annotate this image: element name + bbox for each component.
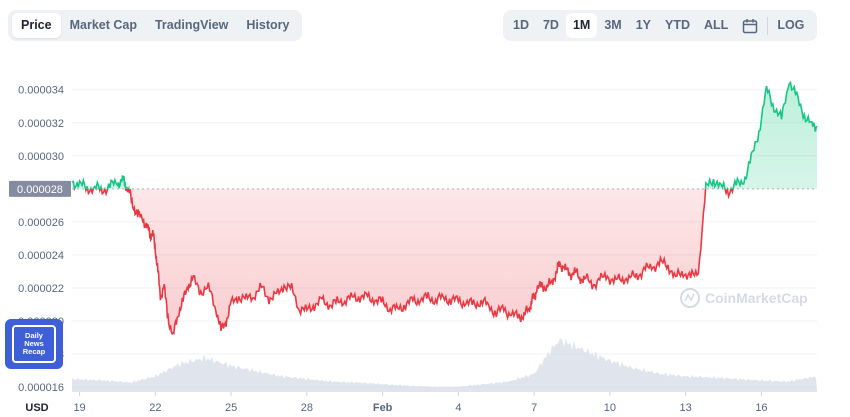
- range-1m[interactable]: 1M: [565, 13, 598, 38]
- y-tick-label: 0.000026: [18, 217, 64, 229]
- svg-text:0.000028: 0.000028: [17, 184, 63, 196]
- area-below: [72, 188, 817, 334]
- divider: [767, 16, 769, 35]
- badge-line-2: News: [24, 339, 44, 348]
- x-axis: 19 22 25 28 Feb 4 7 10 13 16: [73, 392, 768, 414]
- coinmarketcap-watermark: CoinMarketCap: [680, 288, 808, 308]
- x-tick-label: 28: [301, 402, 313, 414]
- price-line-down: [73, 188, 734, 336]
- x-tick-label: 19: [73, 402, 85, 414]
- y-tick-label: 0.000030: [18, 151, 64, 163]
- x-tick-label: Feb: [373, 402, 393, 414]
- x-tick-label: 25: [225, 402, 237, 414]
- y-tick-label: 0.000032: [18, 118, 64, 130]
- currency-label: USD: [25, 402, 48, 414]
- tab-price[interactable]: Price: [12, 13, 61, 38]
- time-range-selector: 1D 7D 1M 3M 1Y YTD ALL LOG: [503, 10, 817, 41]
- reference-price-label: 0.000028: [9, 180, 71, 197]
- log-scale-toggle[interactable]: LOG: [777, 18, 805, 32]
- x-tick-label: 10: [604, 402, 616, 414]
- x-tick-label: 22: [149, 402, 161, 414]
- chart-type-tabs: Price Market Cap TradingView History: [8, 10, 303, 41]
- x-tick-label: 4: [455, 402, 461, 414]
- range-3m[interactable]: 3M: [604, 18, 622, 32]
- badge-line-1: Daily: [25, 331, 43, 340]
- volume-area: [72, 338, 817, 392]
- price-line: [71, 80, 818, 336]
- x-tick-label: 7: [531, 402, 537, 414]
- tab-history[interactable]: History: [246, 18, 290, 32]
- badge-line-3: Recap: [22, 347, 46, 356]
- tab-tradingview[interactable]: TradingView: [154, 18, 229, 32]
- range-1d[interactable]: 1D: [513, 18, 529, 32]
- volume-bars: [72, 338, 817, 392]
- daily-news-recap-logo: Daily News Recap: [5, 319, 63, 369]
- range-ytd[interactable]: YTD: [665, 18, 691, 32]
- range-all[interactable]: ALL: [704, 18, 729, 32]
- y-tick-label: 0.000024: [18, 250, 64, 262]
- y-tick-label: 0.000016: [18, 382, 64, 394]
- x-tick-label: 16: [755, 402, 767, 414]
- watermark-text: CoinMarketCap: [705, 290, 808, 306]
- tab-market-cap[interactable]: Market Cap: [69, 18, 137, 32]
- calendar-icon[interactable]: [735, 13, 765, 38]
- range-7d[interactable]: 7D: [542, 18, 559, 32]
- x-tick-label: 13: [680, 402, 692, 414]
- y-tick-label: 0.000034: [18, 85, 64, 97]
- price-area: [72, 82, 817, 334]
- y-axis: 0.000034 0.000032 0.000030 0.000026 0.000024…: [18, 85, 64, 394]
- y-tick-label: 0.000022: [18, 283, 64, 295]
- range-1y[interactable]: 1Y: [635, 18, 652, 32]
